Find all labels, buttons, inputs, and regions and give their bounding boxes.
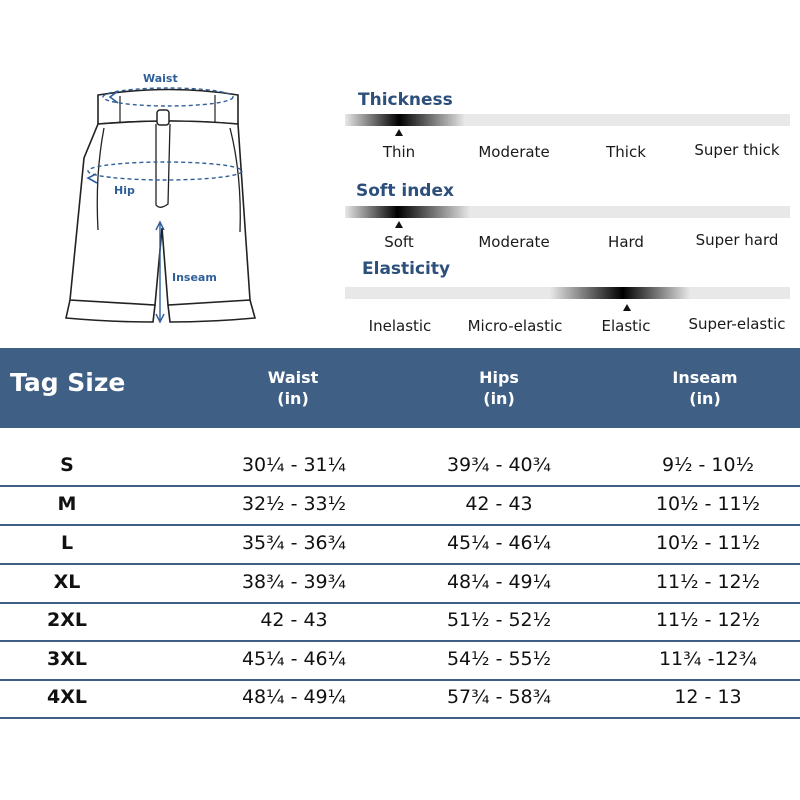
- hip-measure-line: [87, 161, 243, 181]
- waist-cell: 32½ - 33½: [241, 493, 347, 515]
- hips-cell: 39¾ - 40¾: [446, 454, 552, 476]
- inseam-cell: 11½ - 12½: [655, 571, 761, 593]
- hips-cell: 42 - 43: [465, 493, 533, 515]
- inseam-cell: 10½ - 11½: [655, 532, 761, 554]
- hips-cell: 48¼ - 49¼: [446, 571, 552, 593]
- waist-cell: 48¼ - 49¼: [241, 686, 347, 708]
- table-row-4xl: 4XL 48¼ - 49¼ 57¾ - 58¾ 12 - 13: [0, 680, 800, 719]
- size-cell: M: [57, 493, 77, 515]
- waist-header: Waist (in): [193, 367, 393, 409]
- right-hem: [167, 299, 257, 323]
- waist-cell: 30¼ - 31¼: [241, 454, 347, 476]
- soft-index-option-soft: Soft: [384, 233, 414, 251]
- elasticity-pointer-icon: [623, 304, 631, 311]
- soft-index-pointer-icon: [395, 221, 403, 228]
- thickness-bar: [345, 114, 790, 126]
- size-cell: 2XL: [47, 609, 87, 631]
- size-cell: XL: [53, 571, 81, 593]
- inseam-cell: 9½ - 10½: [661, 454, 755, 476]
- left-hem: [65, 299, 156, 323]
- tag-size-header: Tag Size: [10, 368, 126, 397]
- shorts-outline: [69, 120, 251, 306]
- elasticity-title: Elasticity: [362, 259, 451, 279]
- thickness-pointer-icon: [395, 129, 403, 136]
- table-row-m: M 32½ - 33½ 42 - 43 10½ - 11½: [0, 487, 800, 526]
- waist-cell: 35¾ - 36¾: [241, 532, 347, 554]
- waist-cell: 38¾ - 39¾: [241, 571, 347, 593]
- inseam-cell: 10½ - 11½: [655, 493, 761, 515]
- waist-cell: 45¼ - 46¼: [241, 648, 347, 670]
- elasticity-option-elastic: Elastic: [601, 317, 651, 335]
- hips-header-unit: (in): [483, 389, 515, 408]
- table-row-s: S 30¼ - 31¼ 39¾ - 40¾ 9½ - 10½: [0, 448, 800, 487]
- size-cell: L: [60, 532, 74, 554]
- table-row-l: L 35¾ - 36¾ 45¼ - 46¼ 10½ - 11½: [0, 526, 800, 565]
- table-row-3xl: 3XL 45¼ - 46¼ 54½ - 55½ 11¾ -12¾: [0, 642, 800, 681]
- waist-cell: 42 - 43: [260, 609, 328, 631]
- table-row-xl: XL 38¾ - 39¾ 48¼ - 49¼ 11½ - 12½: [0, 565, 800, 604]
- waist-header-unit: (in): [277, 389, 309, 408]
- soft-index-option-moderate: Moderate: [478, 233, 550, 251]
- hips-cell: 54½ - 55½: [446, 648, 552, 670]
- hips-header-label: Hips: [479, 368, 519, 387]
- soft-index-option-hard: Hard: [608, 233, 644, 251]
- fly: [155, 123, 171, 208]
- soft-index-option-super-hard: Super hard: [695, 231, 779, 249]
- inseam-cell: 12 - 13: [674, 686, 742, 708]
- waist-label: Waist: [143, 72, 178, 85]
- elasticity-option-super-elastic: Super-elastic: [688, 315, 786, 333]
- size-table-header: Tag Size Waist (in) Hips (in) Inseam (in…: [0, 348, 800, 428]
- hips-cell: 57¾ - 58¾: [446, 686, 552, 708]
- button-icon: [156, 109, 170, 126]
- soft-index-title: Soft index: [356, 181, 454, 201]
- thickness-option-thin: Thin: [382, 143, 416, 161]
- elasticity-option-micro-elastic: Micro-elastic: [467, 317, 563, 335]
- size-cell: S: [60, 454, 74, 476]
- hip-label: Hip: [114, 184, 135, 197]
- size-cell: 4XL: [47, 686, 87, 708]
- inseam-cell: 11¾ -12¾: [658, 648, 758, 670]
- size-cell: 3XL: [47, 648, 87, 670]
- inseam-cell: 11½ - 12½: [655, 609, 761, 631]
- waist-measure-line: [102, 87, 234, 107]
- inseam-header: Inseam (in): [605, 367, 800, 409]
- elasticity-bar: [345, 287, 790, 299]
- inseam-header-unit: (in): [689, 389, 721, 408]
- hips-cell: 45¼ - 46¼: [446, 532, 552, 554]
- table-row-2xl: 2XL 42 - 43 51½ - 52½ 11½ - 12½: [0, 603, 800, 642]
- inseam-label: Inseam: [172, 271, 217, 284]
- left-pocket: [96, 127, 105, 231]
- thickness-option-super-thick: Super thick: [694, 141, 780, 159]
- thickness-option-moderate: Moderate: [478, 143, 550, 161]
- inseam-header-label: Inseam: [672, 368, 738, 387]
- hips-cell: 51½ - 52½: [446, 609, 552, 631]
- elasticity-option-inelastic: Inelastic: [368, 317, 432, 335]
- thickness-title: Thickness: [358, 90, 453, 110]
- waist-header-label: Waist: [267, 368, 319, 387]
- thickness-option-thick: Thick: [606, 143, 646, 161]
- hips-header: Hips (in): [399, 367, 599, 409]
- right-pocket: [229, 127, 241, 233]
- shorts-diagram: [65, 87, 257, 324]
- soft-index-bar: [345, 206, 790, 218]
